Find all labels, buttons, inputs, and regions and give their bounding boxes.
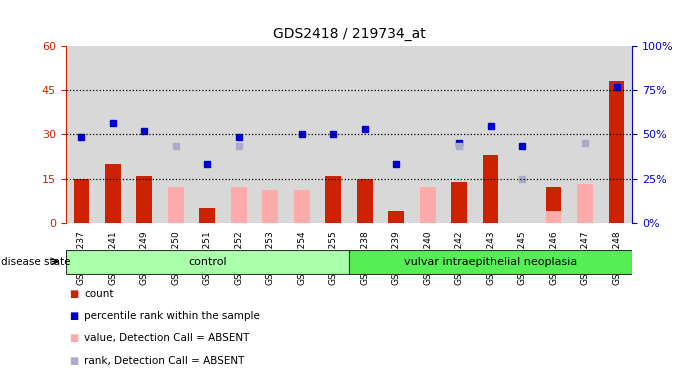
Bar <box>294 190 310 223</box>
Bar <box>160 46 191 223</box>
Bar <box>475 46 507 223</box>
Bar <box>388 211 404 223</box>
Bar <box>538 46 569 223</box>
Bar <box>66 46 97 223</box>
Title: GDS2418 / 219734_at: GDS2418 / 219734_at <box>272 27 426 41</box>
Bar <box>129 46 160 223</box>
Text: rank, Detection Call = ABSENT: rank, Detection Call = ABSENT <box>84 356 245 366</box>
Text: ■: ■ <box>69 289 78 299</box>
Bar <box>286 46 317 223</box>
Bar <box>191 46 223 223</box>
Text: ■: ■ <box>69 356 78 366</box>
Bar <box>66 250 349 274</box>
Bar <box>231 187 247 223</box>
Bar <box>317 46 349 223</box>
Bar <box>483 155 498 223</box>
Text: count: count <box>84 289 114 299</box>
Bar <box>357 179 372 223</box>
Bar <box>136 175 152 223</box>
Bar <box>349 46 381 223</box>
Bar <box>254 46 286 223</box>
Bar <box>97 46 129 223</box>
Bar <box>451 182 467 223</box>
Text: value, Detection Call = ABSENT: value, Detection Call = ABSENT <box>84 333 249 343</box>
Bar <box>263 190 278 223</box>
Bar <box>412 46 444 223</box>
Bar <box>609 81 625 223</box>
Bar <box>600 46 632 223</box>
Bar <box>168 187 184 223</box>
Bar <box>444 46 475 223</box>
Text: disease state: disease state <box>1 257 70 267</box>
Bar <box>73 179 89 223</box>
Text: ■: ■ <box>69 311 78 321</box>
Bar <box>546 187 561 223</box>
Text: ■: ■ <box>69 333 78 343</box>
Bar <box>349 250 632 274</box>
Bar <box>577 184 593 223</box>
Bar <box>105 164 121 223</box>
Text: vulvar intraepithelial neoplasia: vulvar intraepithelial neoplasia <box>404 257 577 267</box>
Text: control: control <box>188 257 227 267</box>
Bar <box>325 175 341 223</box>
Bar <box>507 46 538 223</box>
Bar <box>569 46 600 223</box>
Bar <box>546 211 561 223</box>
Bar <box>420 187 435 223</box>
Bar <box>200 208 215 223</box>
Bar <box>223 46 254 223</box>
Text: percentile rank within the sample: percentile rank within the sample <box>84 311 261 321</box>
Bar <box>381 46 412 223</box>
